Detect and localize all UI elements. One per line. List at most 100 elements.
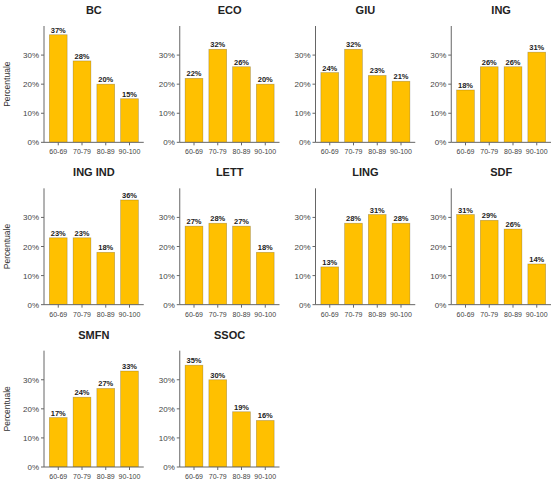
x-tick-label: 80-89	[504, 148, 522, 155]
bar	[256, 84, 274, 142]
bar	[457, 90, 475, 142]
bar	[504, 229, 522, 305]
y-tick-label: 10%	[23, 434, 39, 443]
x-tick	[82, 467, 83, 470]
data-label: 24%	[74, 388, 89, 397]
y-tick-label: 20%	[159, 243, 175, 252]
data-label: 31%	[458, 206, 473, 215]
bar	[121, 200, 139, 305]
data-label: 26%	[505, 220, 520, 229]
y-tick-label: 0%	[27, 463, 39, 472]
x-tick-label: 90-100	[254, 148, 276, 155]
y-tick-label: 0%	[27, 138, 39, 147]
bars	[321, 215, 410, 305]
x-axis-line	[316, 142, 416, 143]
data-label: 37%	[51, 26, 66, 35]
x-tick-label: 90-100	[526, 311, 548, 318]
bar	[368, 215, 386, 305]
x-tick	[82, 305, 83, 308]
x-tick	[353, 305, 354, 308]
bar	[209, 223, 227, 304]
bar	[504, 67, 522, 143]
x-tick-label: 80-89	[97, 148, 115, 155]
x-tick	[401, 142, 402, 145]
x-tick	[105, 467, 106, 470]
data-label: 21%	[393, 72, 408, 81]
bar	[392, 223, 410, 304]
x-tick	[489, 305, 490, 308]
x-tick-label: 70-79	[73, 473, 91, 480]
x-tick-label: 70-79	[73, 148, 91, 155]
bars	[185, 49, 274, 142]
bar	[73, 238, 91, 305]
subplot-title: ECO	[218, 4, 242, 16]
data-label: 33%	[122, 362, 137, 371]
data-label: 35%	[186, 356, 201, 365]
chart-root: BC0%10%20%30%Percentuale37%28%20%15%60-6…	[0, 0, 557, 493]
x-tick	[129, 142, 130, 145]
data-label: 32%	[210, 40, 225, 49]
x-tick	[58, 305, 59, 308]
y-axis-line	[179, 351, 180, 467]
x-tick	[401, 305, 402, 308]
x-axis-line	[44, 467, 144, 468]
x-tick-label: 80-89	[368, 148, 386, 155]
x-tick	[329, 305, 330, 308]
bar	[121, 371, 139, 467]
y-tick-label: 10%	[430, 272, 446, 281]
data-label: 17%	[51, 409, 66, 418]
x-axis-line	[451, 304, 551, 305]
x-tick	[217, 305, 218, 308]
y-tick-label: 10%	[23, 109, 39, 118]
x-tick	[265, 142, 266, 145]
x-tick-label: 90-100	[119, 148, 141, 155]
x-tick-label: 70-79	[209, 311, 227, 318]
bars	[49, 371, 138, 467]
y-axis-line	[44, 26, 45, 142]
y-tick-label: 0%	[299, 301, 311, 310]
x-axis-line	[316, 304, 416, 305]
x-tick-label: 90-100	[254, 473, 276, 480]
data-label: 31%	[529, 43, 544, 52]
y-tick-label: 30%	[23, 51, 39, 60]
x-tick	[265, 305, 266, 308]
subplot: BC0%10%20%30%Percentuale37%28%20%15%60-6…	[2, 4, 144, 155]
x-tick	[465, 305, 466, 308]
bar	[528, 52, 546, 142]
bar	[121, 99, 139, 143]
y-tick-label: 30%	[430, 213, 446, 222]
data-label: 26%	[482, 58, 497, 67]
x-tick-label: 60-69	[49, 473, 67, 480]
y-tick-label: 20%	[23, 80, 39, 89]
y-tick-label: 10%	[294, 109, 310, 118]
x-tick-label: 90-100	[390, 311, 412, 318]
data-label: 23%	[51, 229, 66, 238]
y-axis-label: Percentuale	[2, 61, 12, 107]
bar	[209, 49, 227, 142]
y-tick-label: 30%	[159, 213, 175, 222]
bar	[480, 220, 498, 304]
y-axis-line	[44, 188, 45, 304]
y-tick-label: 30%	[23, 376, 39, 385]
data-label: 16%	[258, 411, 273, 420]
subplot: ING0%10%20%30%18%26%26%31%60-6970-7980-8…	[430, 4, 551, 155]
bar	[345, 49, 363, 142]
bar	[256, 420, 274, 467]
bar	[49, 238, 67, 305]
y-axis-line	[179, 26, 180, 142]
data-label: 36%	[122, 191, 137, 200]
x-tick-label: 70-79	[209, 473, 227, 480]
x-tick-label: 60-69	[49, 148, 67, 155]
bar	[97, 84, 115, 142]
data-label: 15%	[122, 90, 137, 99]
y-axis-line	[179, 188, 180, 304]
y-tick-label: 0%	[27, 301, 39, 310]
x-tick-label: 70-79	[73, 311, 91, 318]
y-tick-label: 20%	[294, 243, 310, 252]
x-tick	[513, 305, 514, 308]
y-tick-label: 20%	[294, 80, 310, 89]
bar	[185, 226, 203, 305]
x-tick	[536, 305, 537, 308]
bar	[233, 412, 251, 467]
x-tick-label: 70-79	[480, 148, 498, 155]
